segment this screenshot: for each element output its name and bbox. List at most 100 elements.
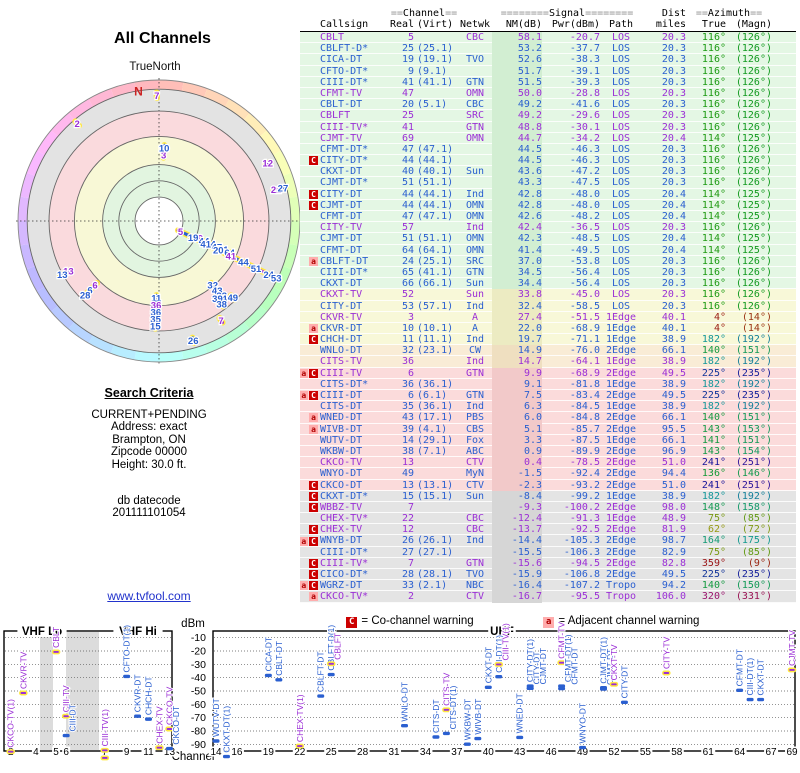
station-bar-label: CHCH-DT bbox=[143, 676, 153, 715]
channel-tick-bg bbox=[162, 746, 177, 757]
channel-tick-bg bbox=[701, 746, 716, 757]
channel-tick-bg bbox=[52, 746, 61, 757]
station-bar bbox=[327, 672, 335, 677]
radar-marker-label: 32 bbox=[207, 281, 218, 292]
station-bar bbox=[165, 746, 173, 751]
radar-marker bbox=[80, 289, 91, 300]
adjacent-channel-warning-icon: a bbox=[300, 391, 309, 401]
radar-marker bbox=[189, 334, 198, 346]
table-row: C CKXT-DT* 15 (15.1) Sun -8.4 -99.2 1Edge 38.9 18… bbox=[300, 490, 796, 502]
radar-marker-label: 15 bbox=[150, 321, 161, 332]
compass-rim-sector bbox=[110, 82, 137, 98]
legend-adjacent-channel: a = Adjacent channel warning bbox=[543, 615, 699, 628]
channel-tick-bg bbox=[669, 746, 684, 757]
compass-rim-sector bbox=[181, 344, 208, 360]
compass-rim-sector bbox=[110, 344, 137, 360]
table-row: CBLFT 25 SRC 49.2 -29.6 LOS 20.3 116° (126°) bbox=[300, 110, 796, 122]
radar-chart-title: All Channels bbox=[114, 30, 211, 47]
station-bar-label: CJMT-TV bbox=[787, 630, 797, 666]
radar-marker-label: 33 bbox=[216, 291, 227, 302]
radar-marker bbox=[227, 292, 238, 303]
co-channel-warning-icon: C bbox=[309, 480, 318, 490]
compass-rim-sector bbox=[18, 196, 30, 221]
ring-outline bbox=[48, 110, 270, 332]
table-row: CFMT-TV 47 OMN 50.0 -28.8 LOS 20.3 116° (126°) bbox=[300, 87, 796, 100]
table-row: WKBW-DT 38 (7.1) ABC 0.9 -89.9 2Edge 96.9 143° (1… bbox=[300, 445, 796, 458]
co-channel-warning-icon: C bbox=[309, 189, 318, 199]
compass-rim-sector bbox=[288, 221, 300, 246]
channel-tick-bg bbox=[292, 746, 307, 757]
radar-marker-label: 69 bbox=[192, 234, 203, 245]
station-bar bbox=[736, 688, 744, 693]
signal-group-header: ========Signal======== bbox=[500, 8, 634, 19]
table-row: WNLO-DT 32 (23.1) CW 14.9 -76.0 2Edge 66.1 140°(… bbox=[300, 345, 796, 357]
table-row: CKXT-DT 40 (40.1) Sun 43.6 -47.2 LOS 20.3 116° (1… bbox=[300, 166, 796, 178]
station-bar-label: WNLO-DT bbox=[400, 682, 410, 722]
db-datecode-value: 201111101054 bbox=[112, 507, 186, 520]
radar-marker bbox=[216, 298, 227, 310]
radar-marker-label: 49 bbox=[228, 293, 239, 304]
band-section-title: UHF bbox=[490, 626, 514, 638]
search-city: Brampton, ON bbox=[112, 433, 186, 446]
table-column-header: Callsign Real (Virt) Netwk NM(dB) Pwr(dB… bbox=[300, 19, 796, 32]
channel-tick-bg bbox=[387, 746, 402, 757]
co-channel-warning-icon: C bbox=[309, 200, 318, 210]
table-row: CIII-DT* 65 (41.1) GTN 34.5 -56.4 LOS 20.3 116°(… bbox=[300, 266, 796, 279]
table-row: CJMT-DT 51 (51.1) OMN 42.3 -48.5 LOS 20.4 114° (1… bbox=[300, 233, 796, 245]
station-bar-label: CITS-DT(1) bbox=[448, 685, 458, 729]
adjacent-channel-warning-icon: a bbox=[309, 256, 318, 266]
station-bar bbox=[442, 731, 450, 736]
radar-marker-label: 5 bbox=[178, 227, 184, 238]
channel-tick-bg bbox=[512, 746, 527, 757]
table-row: CKCO-TV 13 CTV 0.4 -78.5 2Edge 51.0 241° (251°) bbox=[300, 457, 796, 469]
station-bar-label: CKXT-DT bbox=[756, 659, 766, 695]
north-marker: N bbox=[134, 84, 143, 98]
station-bar-label: CIII-DT bbox=[68, 704, 78, 731]
table-row: CITS-DT 35 (36.1) Ind 6.3 -84.5 1Edge 38.9 182°(… bbox=[300, 401, 796, 413]
radar-marker-label: 43 bbox=[212, 286, 223, 297]
adjacent-channel-warning-icon: a bbox=[309, 424, 318, 434]
station-bar-label: CBLFT bbox=[333, 633, 343, 660]
radar-marker-label: 41 bbox=[200, 239, 211, 250]
x-axis-label: Channel bbox=[172, 751, 215, 763]
station-bar bbox=[787, 667, 797, 673]
db-datecode-label: db datecode bbox=[117, 495, 181, 508]
co-channel-warning-icon: C bbox=[309, 335, 318, 345]
compass-rim-sector bbox=[50, 112, 75, 137]
ring-outline bbox=[118, 180, 200, 262]
radar-marker-label: 26 bbox=[188, 336, 199, 347]
search-criteria-heading: Search Criteria bbox=[104, 386, 194, 400]
col-callsign: Callsign bbox=[320, 19, 369, 30]
station-bar-label: CKXT-DT(1) bbox=[221, 706, 231, 753]
radar-marker bbox=[262, 158, 274, 168]
channel-tick-label: 16 bbox=[231, 747, 243, 758]
radar-marker bbox=[152, 320, 159, 332]
channel-tick-label: 34 bbox=[420, 747, 432, 758]
channel-tick-label: 25 bbox=[326, 747, 338, 758]
station-bar bbox=[51, 649, 61, 655]
tvfool-link[interactable]: www.tvfool.com bbox=[107, 589, 191, 603]
col-path: Path bbox=[608, 19, 634, 30]
search-criteria-panel: Search Criteria CURRENT+PENDING Address:… bbox=[15, 386, 283, 520]
channel-tick-bg bbox=[62, 746, 71, 757]
station-bar bbox=[155, 745, 164, 751]
radar-marker-label: 6 bbox=[92, 280, 97, 291]
table-row: CHEX-TV* 22 CBC -12.4 -91.3 1Edge 48.9 75° (85°) bbox=[300, 513, 796, 525]
radar-marker-label: 51 bbox=[218, 245, 229, 256]
compass-rim-sector bbox=[224, 98, 250, 121]
band-chart: -10 -20 -30 -40 -50 -60 -70 -80 -90 dBm Channel VHF… bbox=[0, 614, 800, 773]
co-channel-warning-icon: C bbox=[309, 502, 318, 512]
channel-tick-bg bbox=[764, 746, 779, 757]
station-bar-label: CFTO-DT(1) bbox=[122, 625, 132, 673]
adjacent-channel-legend-text: = Adjacent channel warning bbox=[558, 615, 700, 627]
radar-marker-label: 10 bbox=[159, 143, 170, 154]
channel-tick-bg bbox=[638, 746, 653, 757]
compass-rim-sector bbox=[36, 286, 59, 312]
table-row: CIII-DT* 27 (27.1) -15.5 -106.3 2Edge 82.9 75°(… bbox=[300, 546, 796, 558]
search-address: Address: exact bbox=[110, 421, 188, 434]
compass-rim-sector bbox=[288, 196, 300, 221]
channel-tick-bg bbox=[31, 746, 40, 757]
table-row: CIII-DT* 41 (41.1) GTN 51.5 -39.3 LOS 20.3 116°(… bbox=[300, 76, 796, 88]
station-bar bbox=[442, 707, 451, 713]
table-row: CITY-DT 53 (57.1) Ind 32.4 -58.5 LOS 20.3 116° (1… bbox=[300, 300, 796, 312]
